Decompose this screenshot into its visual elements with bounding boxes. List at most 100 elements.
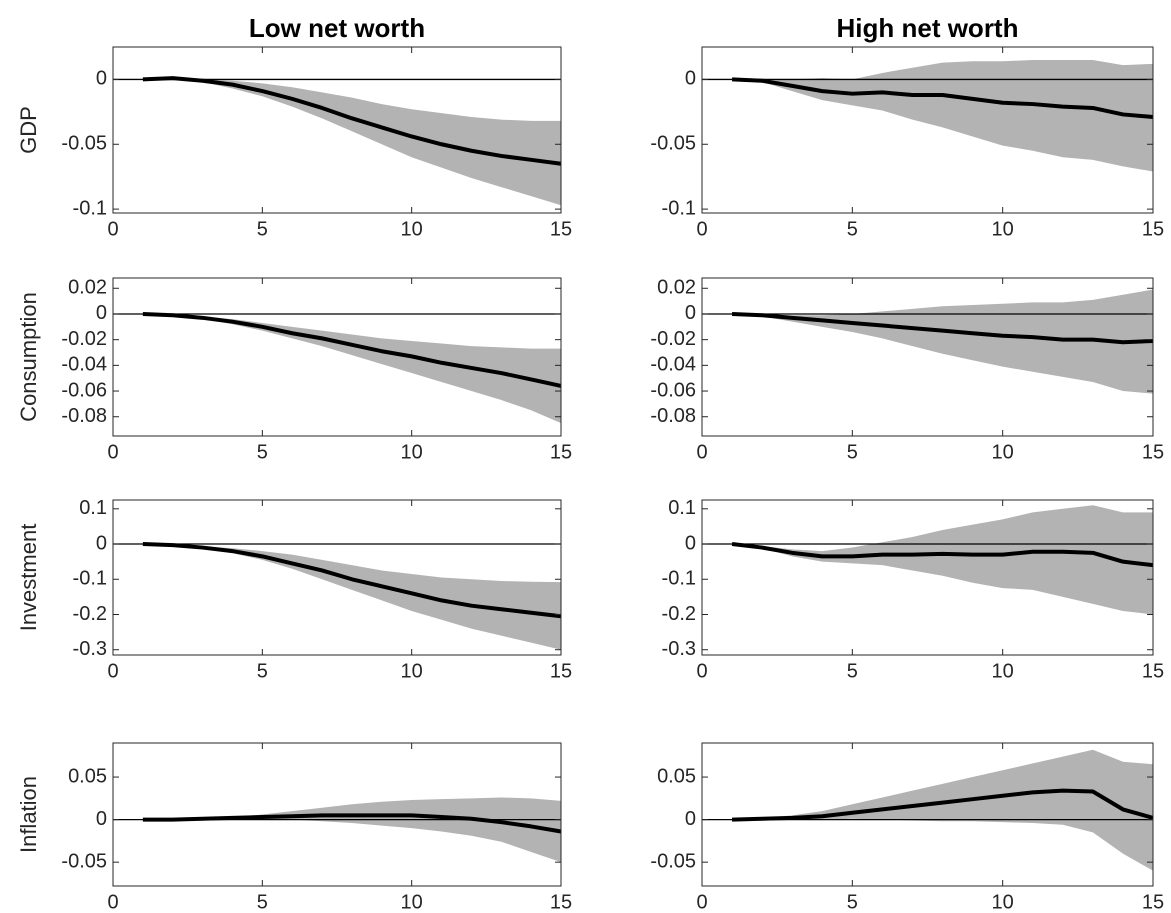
y-tick-label: -0.08 [61,405,107,427]
x-tick-label: 5 [847,218,858,240]
x-tick-label: 15 [550,660,572,682]
panel: -0.3 -0.2 -0.1 0 0.1 0 5 10 15 [662,497,1165,682]
x-tick-label: 0 [696,218,707,240]
x-tick-label: 5 [257,218,268,240]
y-tick-label: 0 [96,68,107,90]
x-tick-label: 0 [696,891,707,913]
x-tick-label: 15 [550,441,572,463]
x-tick-label: 5 [847,660,858,682]
x-tick-label: 10 [992,441,1014,463]
y-tick-label: -0.05 [650,133,696,155]
y-tick-label: -0.3 [73,638,107,660]
y-axis-label: GDP [16,106,41,154]
y-tick-label: 0 [685,302,696,324]
x-tick-label: 0 [107,218,118,240]
x-tick-label: 15 [1142,891,1164,913]
y-tick-label: -0.1 [662,197,696,219]
x-tick-label: 15 [1142,660,1164,682]
y-tick-label: -0.08 [650,405,696,427]
x-tick-label: 10 [401,441,423,463]
y-tick-label: 0.02 [657,277,696,299]
confidence-band [732,749,1153,871]
axes-box [701,46,1154,214]
y-tick-label: -0.05 [650,850,696,872]
confidence-band [142,544,561,650]
x-tick-label: 10 [992,891,1014,913]
y-axis-label: Consumption [16,292,41,422]
y-tick-label: -0.06 [61,379,107,401]
x-tick-label: 10 [401,218,423,240]
y-tick-label: 0.02 [68,277,107,299]
panel: -0.08 -0.06 -0.04 -0.02 0 0.02 0 5 10 15 [650,277,1164,464]
axes-box [112,46,562,214]
panel: -0.3 -0.2 -0.1 0 0.1 0 5 10 15 Investment [16,497,572,682]
x-tick-label: 5 [257,441,268,463]
y-tick-label: 0.05 [68,765,107,787]
x-tick-label: 5 [847,441,858,463]
panel: -0.1 -0.05 0 0 5 10 15 Low net worth GDP [16,13,572,240]
x-tick-label: 0 [696,441,707,463]
x-tick-label: 5 [847,891,858,913]
x-tick-label: 5 [257,660,268,682]
axes-box [112,499,562,656]
y-tick-label: 0 [96,532,107,554]
y-tick-label: 0 [96,808,107,830]
median-line [731,542,1154,568]
y-axis-label: Investment [16,524,41,632]
y-tick-label: 0.1 [79,497,107,519]
y-tick-label: -0.05 [61,133,107,155]
median-line [142,542,562,619]
panel: -0.1 -0.05 0 0 5 10 15 High net worth [650,13,1164,240]
median-line [142,311,562,388]
x-tick-label: 10 [992,660,1014,682]
y-axis-label: Inflation [16,776,41,853]
y-tick-label: -0.1 [662,568,696,590]
y-tick-label: -0.06 [650,379,696,401]
y-tick-label: -0.3 [662,638,696,660]
y-tick-label: 0 [685,532,696,554]
confidence-band [142,78,561,206]
axes-box [701,742,1154,887]
confidence-band [732,505,1153,615]
median-line [142,76,562,166]
median-line [732,788,1154,822]
y-tick-label: -0.1 [73,568,107,590]
y-tick-label: 0 [96,302,107,324]
x-tick-label: 10 [992,218,1014,240]
x-tick-label: 0 [107,660,118,682]
y-tick-label: -0.2 [73,603,107,625]
panel-title: Low net worth [249,13,425,43]
y-tick-label: -0.05 [61,850,107,872]
axes-box [112,277,562,437]
panel-title: High net worth [837,13,1019,43]
confidence-band [732,289,1153,394]
x-tick-label: 0 [696,660,707,682]
y-tick-label: -0.02 [650,328,696,350]
panel: -0.08 -0.06 -0.04 -0.02 0 0.02 0 5 10 15 Consumpti… [16,277,572,464]
x-tick-label: 5 [257,891,268,913]
y-tick-label: -0.04 [61,354,107,376]
confidence-band [142,313,561,424]
y-tick-label: 0 [685,808,696,830]
x-tick-label: 0 [107,441,118,463]
x-tick-label: 10 [401,660,423,682]
y-tick-label: 0.05 [657,765,696,787]
axes-box [112,742,562,887]
x-tick-label: 15 [550,218,572,240]
confidence-band [732,59,1153,172]
y-tick-label: -0.2 [662,603,696,625]
axes-box [701,499,1154,656]
x-tick-label: 10 [401,891,423,913]
x-tick-label: 15 [550,891,572,913]
x-tick-label: 15 [1142,218,1164,240]
y-tick-label: -0.04 [650,354,696,376]
median-line [731,77,1154,120]
y-tick-label: -0.1 [73,197,107,219]
axes-box [701,277,1154,437]
x-tick-label: 15 [1142,441,1164,463]
y-tick-label: -0.02 [61,328,107,350]
confidence-band [142,797,561,863]
